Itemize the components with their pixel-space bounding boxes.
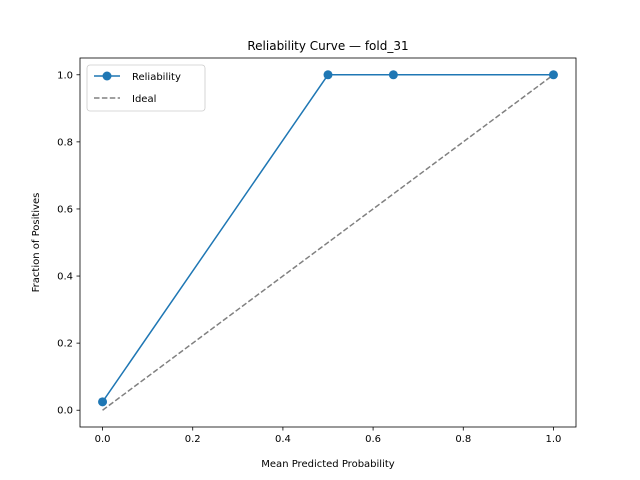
- y-tick-label: 0.8: [57, 137, 73, 148]
- series-reliability-line: [101, 74, 554, 403]
- y-tick-label: 1.0: [57, 70, 73, 81]
- series-reliability-point: [323, 70, 333, 80]
- y-tick-label: 0.4: [57, 272, 73, 283]
- x-tick-label: 0.6: [365, 434, 381, 445]
- legend-ideal-label: Ideal: [132, 94, 156, 105]
- x-tick-label: 1.0: [546, 434, 562, 445]
- y-axis-label: Fraction of Positives: [31, 193, 42, 293]
- y-tick-label: 0.0: [57, 406, 73, 417]
- y-tick-label: 0.6: [57, 204, 73, 215]
- plot-area: [98, 70, 558, 411]
- legend-reliability-label: Reliability: [132, 72, 181, 83]
- series-reliability-point: [388, 70, 398, 80]
- x-tick-label: 0.8: [455, 434, 471, 445]
- legend: Reliability Ideal: [86, 64, 206, 112]
- x-tick-label: 0.0: [95, 434, 111, 445]
- axes-frame: [79, 57, 577, 428]
- x-tick-label: 0.4: [275, 434, 291, 445]
- y-tick-label: 0.2: [57, 339, 73, 350]
- series-reliability-point: [548, 70, 558, 80]
- chart-title: Reliability Curve — fold_31: [247, 39, 408, 53]
- series-reliability-point: [98, 397, 108, 407]
- x-axis-ticks: 0.0 0.2 0.4 0.6 0.8 1.0: [95, 427, 562, 445]
- y-axis-ticks: 0.0 0.2 0.4 0.6 0.8 1.0: [57, 70, 80, 417]
- x-axis-label: Mean Predicted Probability: [261, 459, 394, 470]
- legend-reliability-marker: [102, 71, 112, 81]
- series-ideal-line: [102, 74, 554, 411]
- x-tick-label: 0.2: [185, 434, 201, 445]
